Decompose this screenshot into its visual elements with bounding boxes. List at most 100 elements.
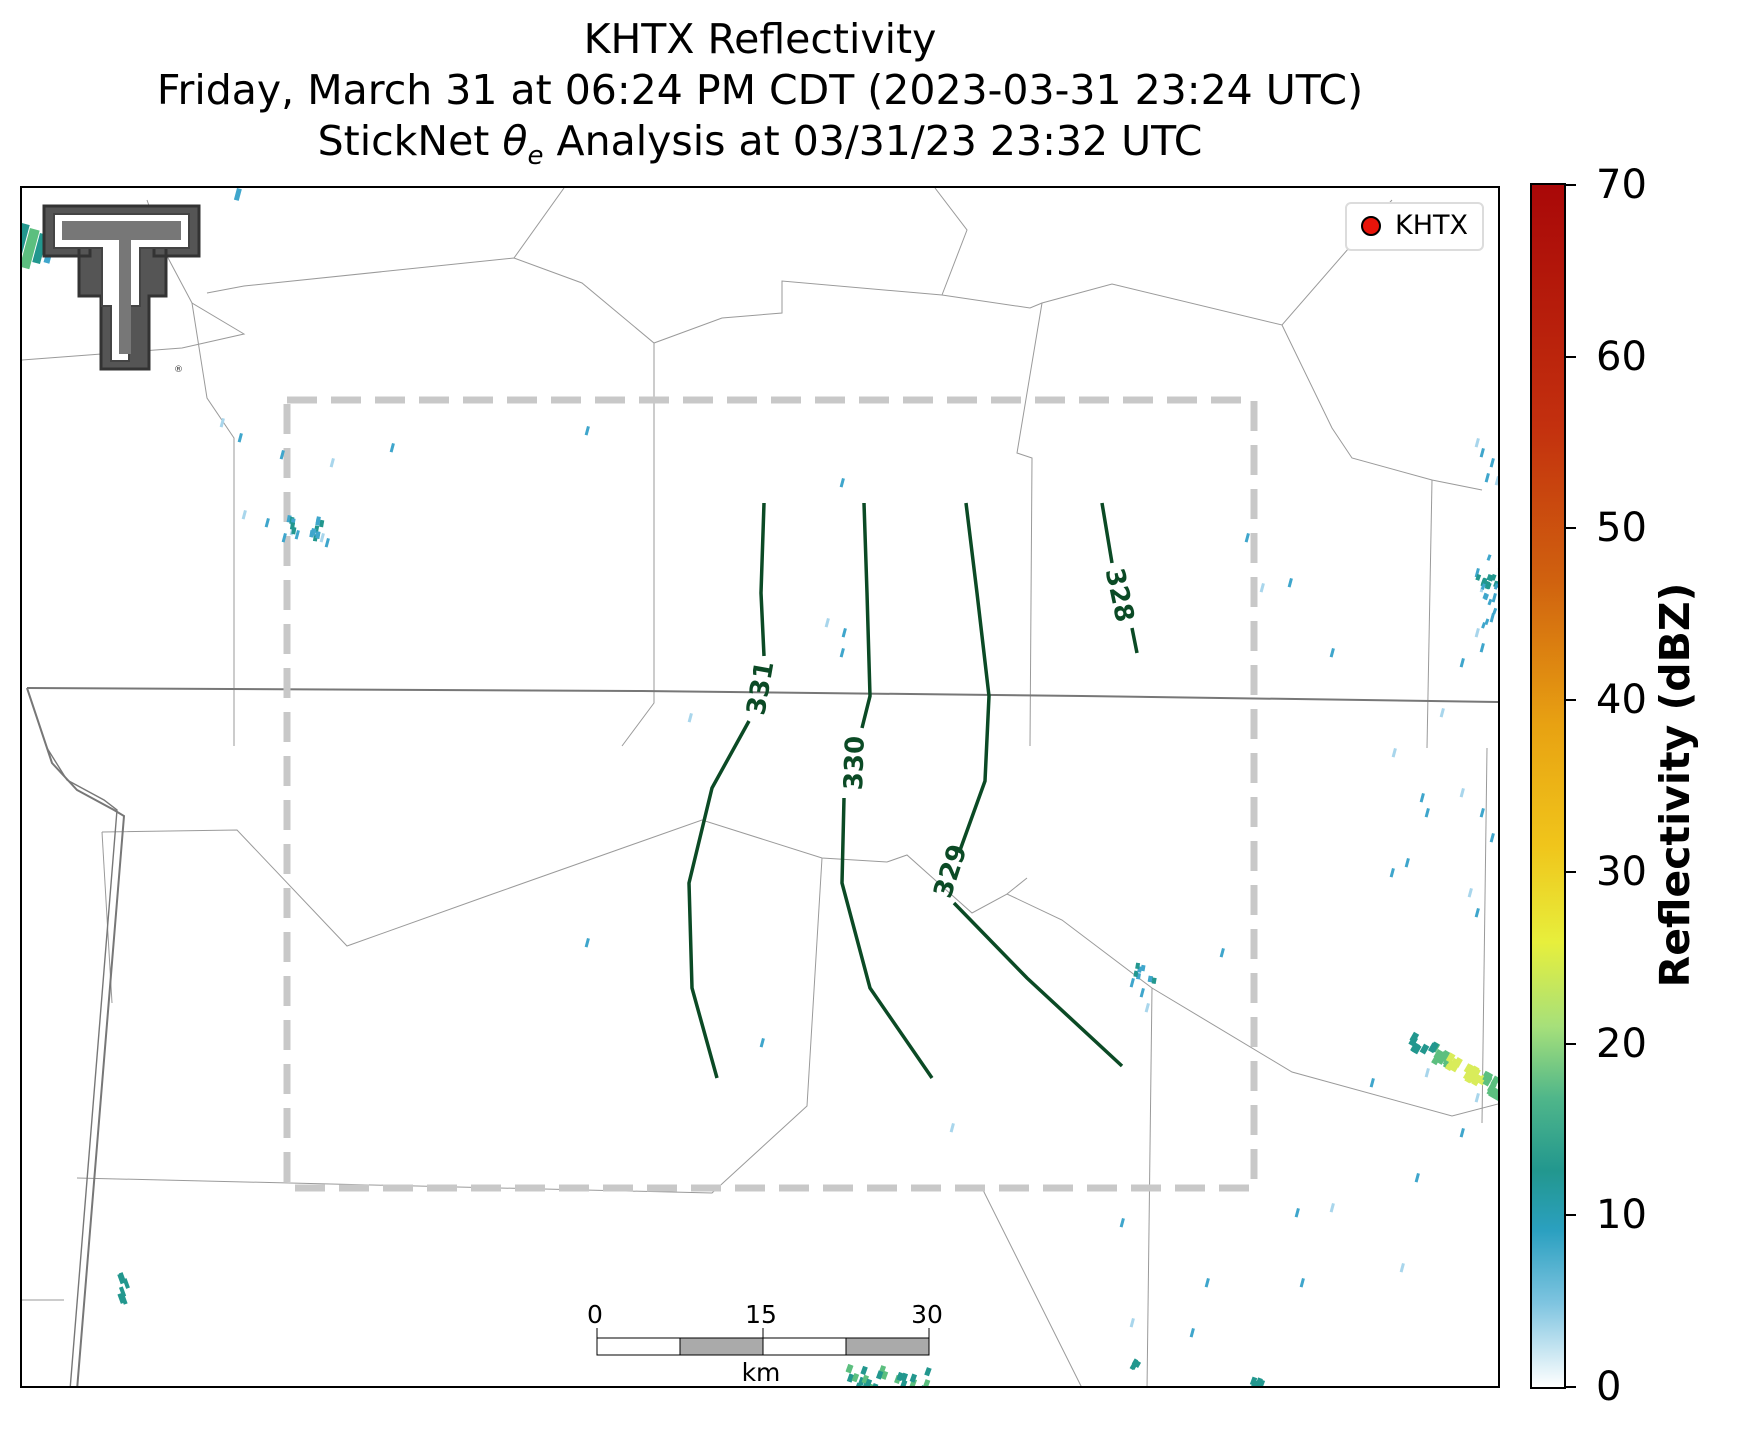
- echo-cell: [1250, 1387, 1257, 1388]
- colorbar-title: Reflectivity (dBZ): [1651, 583, 1699, 988]
- colorbar-tick-label: 30: [1596, 852, 1647, 892]
- echo-cell: [851, 1387, 858, 1388]
- map-canvas: 331 330 329 328 ®: [22, 188, 1500, 1388]
- echo-cell: [1480, 808, 1485, 817]
- texas-tech-double-t-logo: ®: [44, 206, 199, 375]
- echo-cell: [585, 938, 590, 947]
- echo-cell: [1487, 554, 1492, 561]
- echo-cell: [1330, 1203, 1335, 1212]
- echo-cell: [1261, 1386, 1268, 1388]
- echo-cell: [238, 433, 243, 442]
- echo-cell: [923, 1379, 930, 1388]
- colorbar-tick-mark: [1566, 1043, 1576, 1045]
- echo-cell: [842, 628, 847, 637]
- echo-cell: [688, 713, 693, 722]
- legend-label: KHTX: [1395, 210, 1468, 241]
- echo-cell: [1295, 1208, 1300, 1217]
- echo-cell: [1120, 1218, 1125, 1227]
- title-analysis: StickNet θe Analysis at 03/31/23 23:32 U…: [0, 116, 1520, 182]
- echo-cell: [875, 1386, 882, 1388]
- state-boundaries: [27, 688, 1500, 1388]
- echo-cell: [1475, 438, 1480, 447]
- echo-cell: [1492, 593, 1497, 602]
- contour-329: [954, 503, 1122, 1066]
- echo-cell: [1460, 658, 1465, 667]
- echo-cell: [840, 648, 845, 657]
- echo-cell: [123, 1278, 130, 1289]
- analysis-domain-box: [287, 400, 1254, 1188]
- echo-cell: [265, 518, 270, 527]
- scale-tick-30: 30: [911, 1300, 943, 1329]
- echo-cell: [1256, 1386, 1263, 1388]
- colorbar-tick-label: 20: [1596, 1024, 1647, 1064]
- echo-cell: [924, 1367, 931, 1376]
- echo-cell: [840, 478, 845, 487]
- svg-text:®: ®: [174, 365, 183, 375]
- echo-cell: [1400, 1263, 1405, 1272]
- echo-cell: [1330, 648, 1335, 657]
- echo-cell: [1425, 1068, 1430, 1077]
- echo-cell: [1425, 808, 1430, 817]
- echo-cell: [1490, 833, 1495, 842]
- echo-cell: [1370, 1078, 1375, 1087]
- colorbar-tick-mark: [1566, 1214, 1576, 1216]
- echo-cell: [1205, 1278, 1210, 1287]
- echo-cell: [760, 1038, 765, 1047]
- echo-cell: [1481, 622, 1486, 629]
- echo-cell: [1145, 1003, 1150, 1012]
- figure-title: KHTX Reflectivity Friday, March 31 at 06…: [0, 14, 1520, 182]
- colorbar-tick-mark: [1566, 184, 1576, 186]
- colorbar-tick-label: 60: [1596, 337, 1647, 377]
- echo-cell: [1300, 1278, 1305, 1287]
- echo-cell: [242, 510, 247, 519]
- echo-cell: [1440, 708, 1445, 717]
- echo-cell: [1485, 473, 1490, 482]
- radar-site-marker-icon: [1361, 216, 1381, 236]
- echo-cell: [950, 1123, 955, 1132]
- echo-cell: [320, 533, 325, 542]
- colorbar-tick-mark: [1566, 1386, 1576, 1388]
- echo-cell: [860, 1366, 867, 1375]
- county-boundaries: [22, 188, 1500, 1388]
- map-legend: KHTX: [1345, 202, 1484, 251]
- echo-cell: [1220, 948, 1225, 957]
- scale-tick-15: 15: [745, 1300, 777, 1329]
- reflectivity-echoes: [22, 188, 1500, 1388]
- echo-cell: [1475, 1093, 1480, 1102]
- scale-unit: km: [742, 1358, 781, 1387]
- echo-cell: [1392, 748, 1397, 757]
- colorbar-tick-mark: [1566, 699, 1576, 701]
- echo-cell: [1495, 476, 1500, 485]
- colorbar-tick-label: 50: [1596, 508, 1647, 548]
- colorbar-tick-label: 0: [1596, 1367, 1621, 1407]
- echo-cell: [1390, 868, 1395, 877]
- echo-cell: [1420, 1044, 1430, 1055]
- echo-cell: [1288, 578, 1293, 587]
- echo-cell: [1475, 908, 1480, 917]
- echo-cell: [1490, 613, 1495, 622]
- map-panel: 331 330 329 328 ® KHTX: [20, 186, 1500, 1388]
- colorbar-tick-label: 40: [1596, 680, 1647, 720]
- echo-cell: [1498, 564, 1500, 571]
- echo-cell: [1140, 988, 1145, 997]
- echo-cell: [887, 1387, 894, 1388]
- colorbar-tick-label: 70: [1596, 165, 1647, 205]
- echo-cell: [390, 443, 395, 452]
- colorbar-tick-mark: [1566, 356, 1576, 358]
- echo-cell: [1475, 628, 1480, 637]
- echo-cell: [856, 1387, 863, 1388]
- echo-cell: [1460, 1128, 1465, 1137]
- colorbar-tick-mark: [1566, 871, 1576, 873]
- echo-cell: [1490, 458, 1495, 467]
- echo-cell: [846, 1364, 853, 1373]
- echo-cell: [1480, 448, 1485, 457]
- echo-cell: [330, 458, 335, 467]
- theta-e-contours: [689, 503, 1137, 1078]
- echo-cell: [234, 188, 242, 201]
- reflectivity-colorbar: [1530, 183, 1566, 1389]
- echo-cell: [1460, 788, 1465, 797]
- echo-cell: [851, 1387, 858, 1388]
- contour-label-331: 331: [741, 659, 780, 718]
- echo-cell: [1130, 1318, 1135, 1327]
- echo-cell: [825, 618, 830, 627]
